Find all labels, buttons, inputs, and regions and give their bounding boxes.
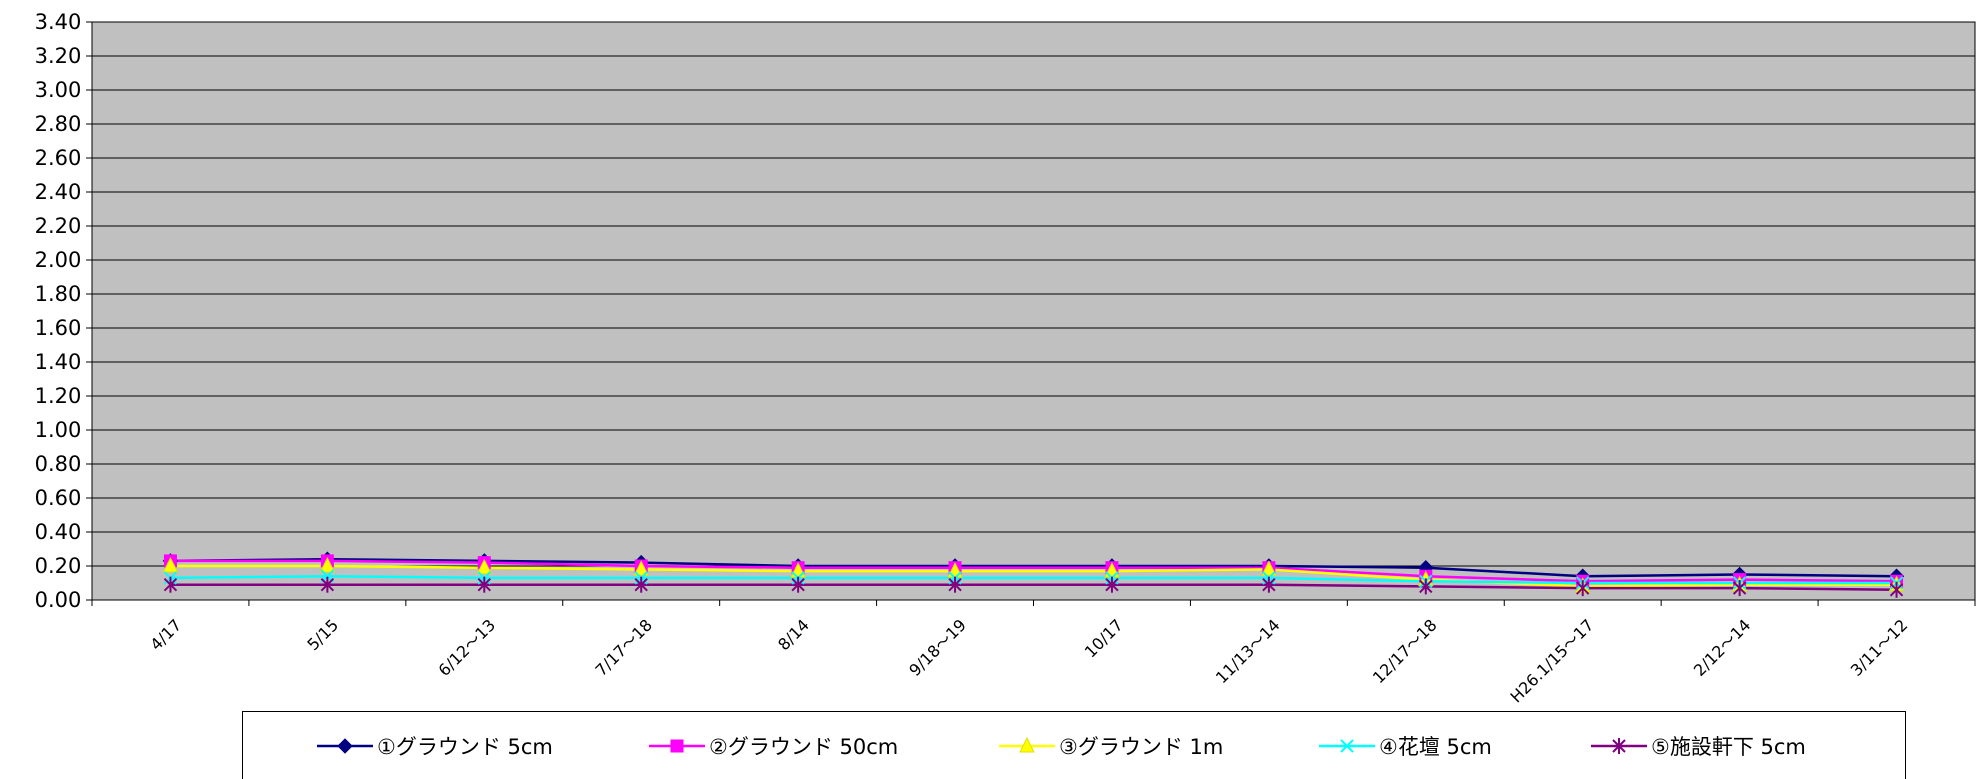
data-point-triangle — [162, 556, 179, 573]
data-point-star — [1576, 580, 1590, 597]
y-tick-label: 3.20 — [35, 44, 82, 68]
plot-area — [91, 21, 1976, 601]
y-tick-label: 1.20 — [35, 384, 82, 408]
y-tick-label: 3.40 — [35, 10, 82, 34]
data-point-x — [1340, 739, 1354, 753]
x-tick-label: 5/15 — [303, 615, 342, 654]
x-tick-label: 7/17～18 — [591, 615, 656, 680]
legend: ①グラウンド 5cm ②グラウンド 50cm ③グラウンド 1m ④花壇 5cm ⑤施設… — [242, 711, 1906, 779]
series-line — [170, 583, 1897, 592]
legend-item: ⑤施設軒下 5cm — [1591, 732, 1806, 760]
data-point-triangle — [1019, 736, 1035, 753]
data-point-square — [670, 739, 684, 753]
legend-swatch — [1591, 738, 1647, 754]
y-tick-label: 3.00 — [35, 78, 82, 102]
x-tick-label: 9/18～19 — [905, 615, 970, 680]
legend-label: ②グラウンド 50cm — [709, 735, 899, 759]
data-point-star — [477, 576, 491, 593]
x-tick-label: 6/12～13 — [435, 615, 500, 680]
y-tick-label: 0.60 — [35, 486, 82, 510]
x-tick-label: 12/17～18 — [1369, 615, 1441, 687]
y-tick-label: 0.20 — [35, 554, 82, 578]
data-point-triangle — [319, 556, 336, 573]
series-line — [170, 557, 1897, 578]
y-tick-label: 1.80 — [35, 282, 82, 306]
y-tick-label: 2.20 — [35, 214, 82, 238]
y-tick-label: 1.60 — [35, 316, 82, 340]
data-point-star — [791, 576, 805, 593]
x-tick-label: 11/13～14 — [1212, 615, 1284, 687]
legend-label: ①グラウンド 5cm — [377, 735, 553, 759]
x-tick-label: 8/14 — [774, 615, 813, 654]
data-point-star — [634, 576, 648, 593]
line-chart: 0.00 0.20 0.40 0.60 0.80 1.00 1.20 1.40 1.60 1.80… — [35, 10, 1976, 706]
y-tick-label: 0.40 — [35, 520, 82, 544]
data-point-star — [948, 576, 962, 593]
data-point-star — [1889, 581, 1904, 598]
x-tick-label: H26.1/15～17 — [1506, 615, 1597, 706]
y-axis-tick-labels: 0.00 0.20 0.40 0.60 0.80 1.00 1.20 1.40 1.60 1.80… — [35, 10, 82, 612]
legend-swatch — [317, 738, 373, 754]
data-point-star — [1105, 576, 1119, 593]
legend-swatch — [1319, 739, 1375, 753]
data-point-star — [1419, 578, 1433, 595]
x-axis-tick-labels: 4/17 5/15 6/12～13 7/17～18 8/14 9/18～19 10/17 11… — [146, 615, 1911, 706]
legend-item: ④花壇 5cm — [1319, 732, 1492, 760]
legend-item: ③グラウンド 1m — [999, 732, 1223, 760]
series-lines — [170, 557, 1897, 592]
x-tick-label: 3/11～12 — [1847, 615, 1912, 680]
data-point-star — [1612, 738, 1626, 754]
legend-label: ③グラウンド 1m — [1059, 735, 1224, 759]
y-tick-label: 0.00 — [35, 588, 82, 612]
data-point-diamond — [337, 738, 353, 754]
series-line — [170, 559, 1897, 583]
y-tick-label: 0.80 — [35, 452, 82, 476]
data-point-star — [1262, 576, 1276, 593]
data-point-triangle — [633, 560, 650, 576]
data-point-star — [320, 576, 335, 593]
gridlines — [86, 21, 1976, 606]
x-tick-label: 2/12～14 — [1690, 615, 1755, 680]
y-tick-label: 2.40 — [35, 180, 82, 204]
series-line — [170, 564, 1897, 588]
y-tick-label: 2.80 — [35, 112, 82, 136]
legend-label: ⑤施設軒下 5cm — [1651, 735, 1806, 759]
legend-label: ④花壇 5cm — [1379, 735, 1492, 759]
y-tick-label: 2.60 — [35, 146, 82, 170]
data-point-triangle — [476, 558, 493, 575]
legend-swatch — [999, 736, 1055, 753]
data-point-star — [163, 576, 178, 593]
legend-item: ②グラウンド 50cm — [649, 732, 898, 760]
legend-swatch — [649, 739, 705, 753]
series-markers — [162, 551, 1905, 598]
data-point-star — [1732, 580, 1747, 597]
x-tick-label: 4/17 — [146, 615, 185, 654]
y-tick-label: 1.00 — [35, 418, 82, 442]
legend-item: ①グラウンド 5cm — [317, 732, 553, 760]
y-tick-label: 2.00 — [35, 248, 82, 272]
data-point-triangle — [1261, 560, 1277, 576]
x-tick-label: 10/17 — [1081, 615, 1127, 661]
series-line — [170, 574, 1897, 585]
y-tick-label: 1.40 — [35, 350, 82, 374]
